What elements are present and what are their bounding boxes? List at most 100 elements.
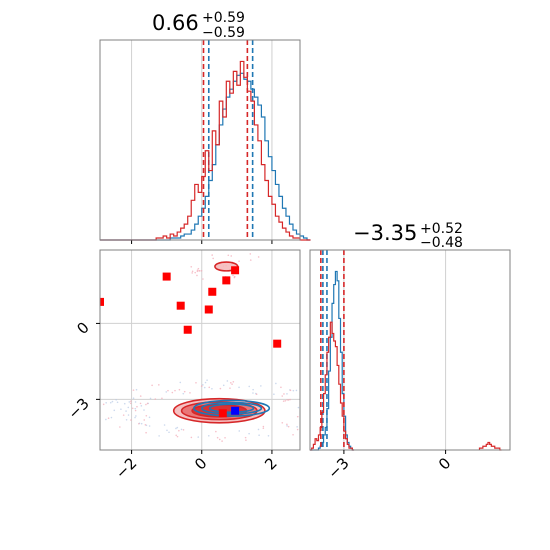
joint-faint-dot-137 bbox=[289, 389, 292, 392]
joint-faint-dot-145 bbox=[286, 399, 288, 401]
joint-faint-dot-33 bbox=[129, 402, 132, 405]
joint-faint-dot-83 bbox=[305, 425, 307, 427]
joint-faint-dot-97 bbox=[102, 403, 105, 406]
joint-faint-dot-23 bbox=[136, 405, 138, 408]
joint-y-tick-label-1: −3 bbox=[64, 394, 92, 422]
right-hist-series-2 bbox=[478, 441, 502, 451]
x-title-minus: −0.59 bbox=[202, 25, 245, 41]
joint-faint-dot-85 bbox=[287, 425, 290, 428]
joint-faint-dot-121 bbox=[262, 425, 265, 428]
joint-faint-top-dot-24 bbox=[196, 274, 198, 277]
joint-faint-dot-73 bbox=[208, 386, 211, 389]
joint-faint-dot-9 bbox=[130, 419, 132, 421]
joint-faint-dot-89 bbox=[145, 431, 147, 434]
joint-faint-dot-45 bbox=[308, 409, 310, 411]
joint-faint-dot-62 bbox=[301, 401, 303, 403]
joint-faint-dot-100 bbox=[248, 385, 251, 388]
joint-faint-dot-129 bbox=[289, 398, 291, 401]
joint-faint-dot-123 bbox=[171, 391, 174, 394]
joint-faint-dot-25 bbox=[224, 437, 226, 439]
joint-faint-top-dot-20 bbox=[194, 271, 197, 274]
right-hist-series-0 bbox=[310, 270, 355, 451]
joint-faint-dot-7 bbox=[134, 409, 137, 412]
joint-faint-top-dot-11 bbox=[230, 255, 233, 257]
joint-faint-dot-125 bbox=[231, 383, 233, 385]
joint-faint-dot-66 bbox=[163, 424, 166, 426]
joint-faint-dot-154 bbox=[258, 434, 260, 437]
joint-faint-dot-104 bbox=[260, 385, 262, 387]
joint-faint-dot-95 bbox=[296, 428, 299, 431]
joint-faint-dot-55 bbox=[232, 380, 235, 383]
joint-x-tick-label-2: 2 bbox=[261, 454, 280, 473]
joint-faint-dot-2 bbox=[128, 401, 131, 403]
top-hist-series-1 bbox=[100, 60, 311, 241]
joint-faint-top-dot-18 bbox=[191, 272, 193, 274]
joint-faint-dot-109 bbox=[167, 389, 169, 392]
joint-faint-dot-82 bbox=[168, 431, 170, 434]
joint-faint-dot-99 bbox=[182, 429, 185, 431]
joint-content bbox=[100, 250, 321, 450]
joint-faint-dot-52 bbox=[297, 406, 300, 409]
joint-faint-dot-30 bbox=[303, 416, 305, 418]
joint-red-point-1 bbox=[222, 276, 231, 285]
y-title: −3.35 +0.52 −0.48 bbox=[353, 221, 463, 251]
joint-faint-dot-80 bbox=[127, 414, 130, 416]
joint-faint-dot-107 bbox=[144, 423, 147, 426]
joint-faint-dot-49 bbox=[138, 422, 140, 425]
joint-faint-dot-41 bbox=[178, 388, 181, 391]
joint-faint-dot-43 bbox=[176, 435, 179, 438]
joint-faint-dot-59 bbox=[262, 427, 265, 430]
joint-faint-dot-106 bbox=[179, 381, 182, 384]
marginal-y-panel: −3 0 bbox=[309, 249, 511, 482]
joint-faint-dot-13 bbox=[296, 415, 299, 418]
joint-faint-dot-50 bbox=[295, 389, 298, 392]
joint-faint-top-dot-12 bbox=[191, 270, 194, 273]
joint-faint-dot-32 bbox=[115, 398, 117, 401]
joint-faint-dot-74 bbox=[319, 396, 321, 398]
joint-faint-dot-114 bbox=[182, 392, 185, 395]
joint-faint-top-dot-9 bbox=[249, 253, 252, 255]
joint-faint-dot-112 bbox=[134, 407, 137, 410]
right-panel-frame bbox=[309, 249, 511, 451]
joint-faint-dot-149 bbox=[146, 402, 149, 405]
joint-faint-dot-57 bbox=[282, 400, 285, 402]
joint-faint-dot-124 bbox=[207, 434, 210, 437]
joint-faint-dot-76 bbox=[252, 388, 254, 391]
joint-faint-dot-91 bbox=[315, 414, 317, 416]
right-x-tick-label-0: −3 bbox=[324, 454, 352, 482]
joint-red-point-6 bbox=[183, 325, 192, 334]
joint-faint-dot-116 bbox=[123, 402, 126, 405]
joint-faint-dot-134 bbox=[307, 423, 309, 425]
joint-faint-dot-58 bbox=[110, 416, 113, 419]
joint-faint-dot-60 bbox=[143, 409, 145, 411]
joint-x-tick-label-1: 0 bbox=[191, 454, 210, 473]
joint-faint-dot-48 bbox=[109, 401, 112, 404]
joint-faint-dot-27 bbox=[145, 403, 147, 406]
joint-faint-dot-65 bbox=[255, 393, 258, 396]
joint-faint-dot-128 bbox=[248, 432, 250, 435]
joint-faint-dot-78 bbox=[134, 401, 137, 403]
joint-faint-dot-18 bbox=[134, 416, 136, 419]
joint-faint-dot-38 bbox=[319, 423, 321, 425]
joint-faint-dot-71 bbox=[158, 384, 160, 386]
x-title-median: 0.66 bbox=[152, 11, 199, 35]
joint-faint-dot-142 bbox=[267, 434, 270, 437]
joint-faint-dot-40 bbox=[148, 416, 151, 419]
joint-faint-dot-3 bbox=[318, 396, 320, 398]
joint-faint-dot-47 bbox=[318, 393, 320, 395]
joint-faint-dot-17 bbox=[139, 402, 142, 405]
joint-faint-top-dot-13 bbox=[233, 276, 236, 279]
joint-faint-dot-96 bbox=[304, 402, 306, 404]
joint-faint-dot-12 bbox=[286, 393, 288, 395]
joint-panel: −2 0 2 0 −3 bbox=[64, 249, 321, 482]
joint-faint-dot-77 bbox=[317, 405, 319, 407]
right-hist-series-1 bbox=[310, 321, 355, 451]
joint-faint-dot-133 bbox=[183, 390, 186, 393]
joint-faint-dot-4 bbox=[140, 422, 143, 425]
joint-faint-dot-122 bbox=[135, 415, 137, 417]
joint-faint-dot-53 bbox=[190, 436, 193, 439]
joint-red-point-2 bbox=[231, 266, 240, 275]
joint-faint-dot-86 bbox=[113, 409, 116, 412]
joint-faint-dot-92 bbox=[166, 429, 168, 432]
joint-blue-point-0 bbox=[231, 406, 240, 415]
